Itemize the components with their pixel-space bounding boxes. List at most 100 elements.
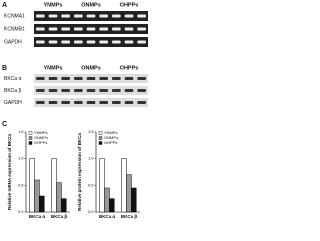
row-label: GAPDH [4,100,22,106]
legend-swatch [28,136,33,140]
bar [56,182,62,213]
y-tick-label: 0.5 [88,182,94,187]
y-tick-label: 0.0 [88,209,94,214]
lane-header: OHPPs [120,2,139,8]
legend-swatch [98,136,103,140]
lane-header: YNMPs [44,65,63,71]
band [137,14,146,18]
band [137,77,146,80]
band [124,77,134,80]
y-tick-label: 0.5 [18,182,24,187]
band [48,77,58,80]
band [86,40,96,44]
legend-label: OHPPs [104,140,117,145]
band [112,77,121,80]
legend-swatch [98,131,103,135]
y-axis-label: Relative mRNA expression of BKCa [7,133,12,210]
band [86,14,96,18]
row-label: BKCa α [4,76,21,82]
band [61,89,70,92]
y-tick-label: 1.5 [18,129,24,134]
band [86,27,96,31]
band [74,27,83,31]
panel-label: A [2,2,7,9]
band [124,89,134,92]
row-label: GAPDH [4,39,22,45]
band [74,89,83,92]
band [99,77,108,80]
band [112,101,121,104]
row-label: BKCa β [4,88,21,94]
x-tick-label: BKCa α [99,214,116,219]
band [99,89,108,92]
legend-label: ONMPs [104,135,118,140]
bar [121,158,127,213]
bar [104,187,110,213]
band [137,89,146,92]
band [112,89,121,92]
band [36,27,45,31]
bar [131,187,137,213]
band [74,77,83,80]
y-axis-label: Relative protein expression of BKCa [77,133,82,211]
y-tick-label: 1.0 [88,156,94,161]
band [61,40,70,44]
band [124,27,134,31]
bar [51,158,57,213]
band [61,27,70,31]
band [112,27,121,31]
band [124,40,134,44]
bar [109,198,115,213]
bar [99,158,105,213]
band [112,40,121,44]
lane-header: OHPPs [120,65,139,71]
lane-header: YNMPs [44,2,63,8]
figure: A B C YNMPs ONMPs OHPPsKCNMA1KCNMB1GAPDHYN… [2,2,148,219]
legend-label: YNMPs [34,130,48,135]
band [36,77,45,80]
band [137,40,146,44]
band [112,14,121,18]
band [99,40,108,44]
y-tick-label: 1.0 [18,156,24,161]
band [61,77,70,80]
band [48,101,58,104]
legend-label: YNMPs [104,130,118,135]
band [48,14,58,18]
band [137,101,146,104]
band [99,101,108,104]
band [74,40,83,44]
row-label: KCNMB1 [4,26,25,32]
lane-header: ONMPs [81,65,101,71]
band [36,14,45,18]
bar [61,198,67,213]
y-tick-label: 1.5 [88,129,94,134]
band [124,101,134,104]
band [36,89,45,92]
band [61,101,70,104]
band [48,89,58,92]
row-label: KCNMA1 [4,13,25,19]
band [36,40,45,44]
band [74,14,83,18]
band [99,14,108,18]
band [99,27,108,31]
bar [39,195,45,213]
legend-label: OHPPs [34,140,47,145]
legend-swatch [28,131,33,135]
x-tick-label: BKCa α [29,214,46,219]
band [86,101,96,104]
band [36,101,45,104]
bar [126,174,132,213]
legend-label: ONMPs [34,135,48,140]
x-tick-label: BKCa β [121,214,138,219]
legend-swatch [98,141,103,145]
panel-label: B [2,65,7,72]
band [48,27,58,31]
bar [34,179,40,213]
band [48,40,58,44]
band [86,77,96,80]
band [74,101,83,104]
band [124,14,134,18]
legend-swatch [28,141,33,145]
